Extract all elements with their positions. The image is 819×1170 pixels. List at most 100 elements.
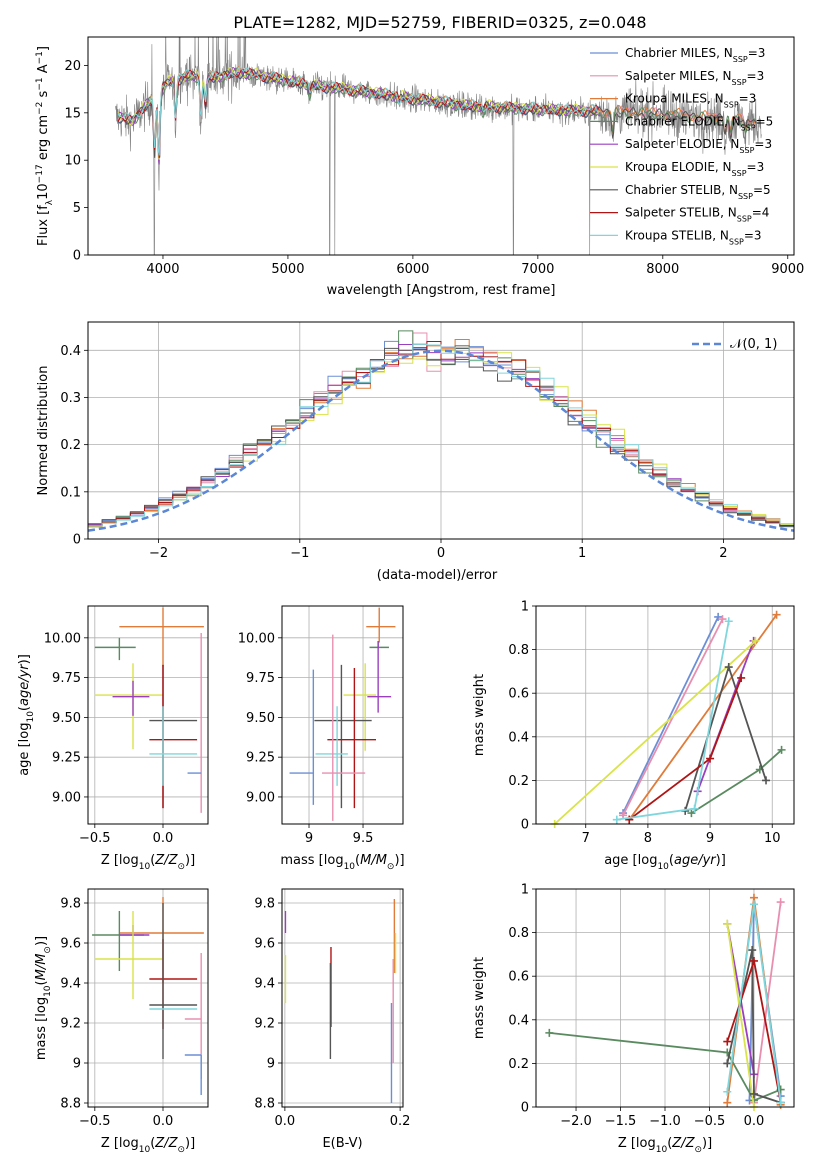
y-tick-label: 9.00 (246, 790, 275, 805)
mass-weight-marker (776, 898, 785, 907)
x-tick-label: 0.0 (744, 1114, 765, 1129)
y-tick-label: 0.1 (60, 485, 81, 500)
x-tick-label: −0.5 (694, 1114, 726, 1129)
error-bar-point (315, 706, 348, 786)
y-tick-label: 9.25 (246, 751, 275, 766)
y-tick-label: 0.8 (508, 643, 529, 658)
axes-frame (535, 888, 795, 1108)
mass-weight-marker (762, 776, 771, 785)
y-tick-label: 0.2 (508, 774, 529, 789)
y-tick-label: 0.4 (508, 730, 529, 745)
mass-weight-marker (737, 673, 746, 682)
x-tick-label: 10 (764, 831, 781, 846)
y-tick-label: 0.6 (508, 970, 529, 985)
y-tick-label: 0.4 (60, 344, 81, 359)
y-tick-label: 0.3 (60, 391, 81, 406)
x-axis-label: Z [log10(Z/Z⊙)] (101, 853, 195, 872)
x-tick-label: 4000 (146, 262, 179, 277)
x-axis-label: Z [log10(Z/Z⊙)] (101, 1136, 195, 1155)
x-axis-label: Z [log10(Z/Z⊙)] (618, 1136, 712, 1155)
y-axis-label: Normed distribution (36, 366, 51, 496)
mass-weight-marker (724, 617, 733, 626)
error-bar-point (149, 664, 198, 809)
legend-label: Kroupa STELIB, NSSP=3 (625, 228, 762, 246)
mass-weight-marker (776, 1098, 785, 1107)
x-tick-label: 0.0 (153, 831, 174, 846)
y-tick-label: 1 (521, 600, 529, 615)
y-tick-label: 0.6 (508, 687, 529, 702)
legend-label: 𝒩(0, 1) (730, 337, 777, 352)
error-bar-point (119, 897, 204, 983)
error-bar-point (343, 663, 376, 751)
y-tick-label: 0 (73, 249, 81, 264)
x-tick-label: −0.5 (79, 1114, 111, 1129)
mass-weight-vs-age-panel: 7 8 9 10 0 0.2 0.4 0.6 0.8 1 age [log10(age/yr)] ma… (472, 600, 795, 872)
x-tick-label: 9 (305, 831, 313, 846)
error-bar-point (112, 680, 150, 716)
x-axis-label: E(B-V) (322, 1136, 362, 1151)
axes-frame (87, 36, 795, 256)
model-spectrum-line-kroupa-stelib (117, 66, 601, 156)
mass-weight-marker (723, 1059, 732, 1068)
x-tick-label: 0.0 (275, 1114, 296, 1129)
error-bar-point (327, 668, 376, 809)
legend-label: Salpeter STELIB, NSSP=4 (625, 206, 769, 224)
x-tick-label: −1.0 (649, 1114, 681, 1129)
age-vs-mass-panel: 9 9.5 9.00 9.25 9.50 9.75 10.00 mass [log10(M/M… (238, 605, 405, 872)
mass-weight-marker (723, 1098, 732, 1107)
spectrum-panel: 4000 5000 6000 7000 8000 9000 0 5 10 15 20 Chabrier… (35, 36, 804, 298)
normal-distribution-curve (88, 349, 794, 532)
y-axis-label: Flux [fλ10−17 erg cm−2 s−1 A−1] (35, 46, 55, 246)
mass-weight-marker (545, 1028, 554, 1037)
y-tick-label: 0.4 (508, 1013, 529, 1028)
legend-label: Chabrier MILES, NSSP=3 (625, 46, 765, 64)
x-axis-label: mass [log10(M/M⊙)] (280, 853, 404, 872)
x-tick-label: 7000 (521, 262, 554, 277)
residuals-panel: −2 −1 0 1 2 0 0.1 0.2 0.3 0.4 𝒩(0, 1) (data-model)/… (36, 321, 795, 583)
x-tick-label: 8 (644, 831, 652, 846)
error-bar-point (149, 903, 198, 1059)
mass-weight-marker (690, 804, 699, 813)
mass-vs-metallicity-panel: −0.5 0.0 8.8 9 9.2 9.4 9.6 9.8 Z [log10(Z/Z⊙)] ma… (34, 888, 209, 1155)
mass-weight-marker (723, 1087, 732, 1096)
legend-label: Chabrier STELIB, NSSP=5 (625, 183, 771, 201)
x-tick-label: 9000 (771, 262, 804, 277)
mass-weight-marker (748, 946, 757, 955)
mass-weight-line-chabrier-elodie (690, 749, 783, 814)
y-tick-label: 9.6 (60, 937, 81, 952)
residual-histogram-kroupa-stelib (88, 343, 794, 529)
y-tick-label: 10.00 (44, 631, 81, 646)
x-axis-label: wavelength [Angstrom, rest frame] (327, 283, 556, 298)
mass-weight-marker (777, 745, 786, 754)
x-tick-label: 9.5 (353, 831, 374, 846)
x-tick-label: −2.0 (560, 1114, 592, 1129)
y-tick-label: 9.00 (52, 790, 81, 805)
mass-weight-marker (714, 612, 723, 621)
mass-weight-marker (749, 900, 758, 909)
y-tick-label: 9 (267, 1057, 275, 1072)
mass-weight-line-chabrier-elodie (549, 1032, 782, 1102)
y-tick-label: 0 (521, 1101, 529, 1116)
error-bar-point (366, 607, 396, 643)
y-tick-label: 9.75 (52, 671, 81, 686)
x-tick-label: 7 (582, 831, 590, 846)
mass-weight-marker (749, 1089, 758, 1098)
mass-weight-line-kroupa-elodie (726, 923, 755, 1107)
y-tick-label: 9.8 (254, 897, 275, 912)
y-tick-label: 0 (521, 818, 529, 833)
x-axis-label: age [log10(age/yr)] (604, 853, 726, 872)
error-bar-point (321, 634, 366, 821)
x-tick-label: 0.2 (390, 1114, 411, 1129)
model-spectrum-line-chabrier-stelib (117, 69, 757, 158)
error-bar-point (184, 1054, 202, 1095)
error-bar-point (149, 664, 198, 809)
y-axis-label: mass weight (472, 674, 487, 756)
y-tick-label: 20 (64, 59, 81, 74)
error-bar-point (119, 607, 204, 667)
y-axis-label: mass weight (472, 957, 487, 1039)
mass-vs-extinction-panel: 0.0 0.2 8.8 9 9.2 9.4 9.6 9.8 E(B-V) (254, 888, 411, 1151)
x-tick-label: 5000 (271, 262, 304, 277)
y-tick-label: 0.2 (508, 1057, 529, 1072)
y-tick-label: 9.2 (60, 1017, 81, 1032)
error-bar-point (149, 939, 198, 1029)
